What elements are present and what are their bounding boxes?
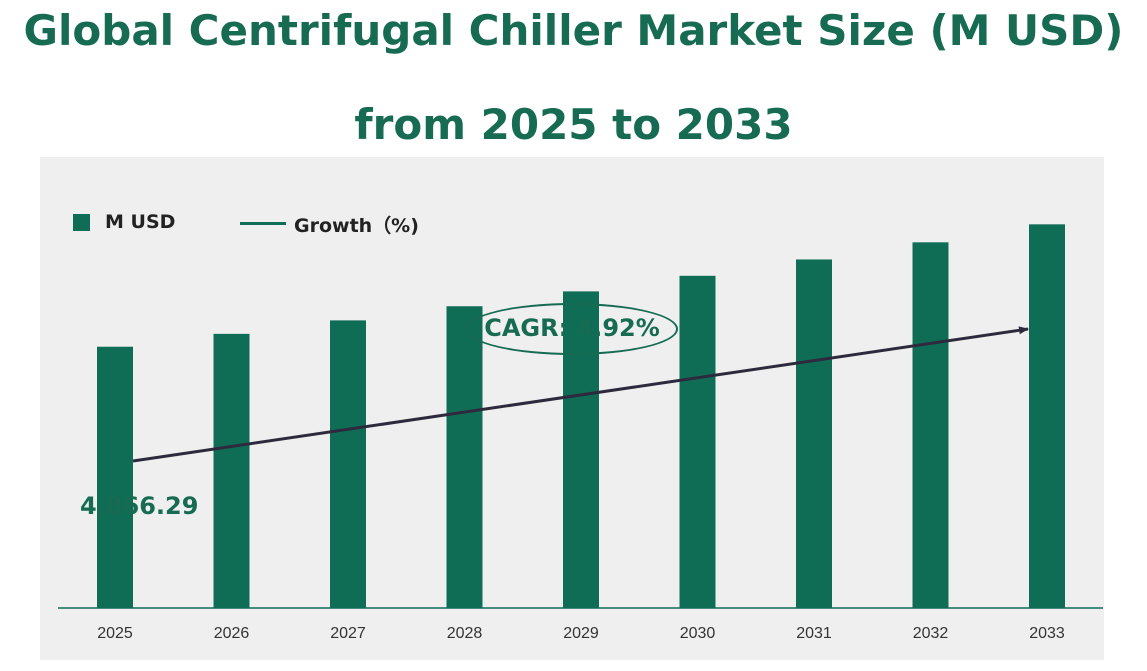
chart-title: Global Centrifugal Chiller Market Size (… xyxy=(23,6,1124,55)
cagr-annotation: CAGR: 4.92% xyxy=(466,303,678,355)
bar-2030 xyxy=(679,275,716,608)
x-tick-label: 2027 xyxy=(330,625,366,642)
x-tick-label: 2032 xyxy=(913,625,949,642)
x-tick-label: 2028 xyxy=(447,625,483,642)
bar-2027 xyxy=(330,320,366,608)
legend-line-swatch xyxy=(240,222,286,225)
bar-2033 xyxy=(1029,224,1065,608)
x-tick-label: 2029 xyxy=(563,625,599,642)
bar-2025 xyxy=(97,346,133,608)
first-value-label: 4,866.29 xyxy=(80,492,199,520)
x-tick-label: 2025 xyxy=(97,625,133,642)
trend-arrow xyxy=(132,326,1029,463)
x-tick-label: 2026 xyxy=(214,625,250,642)
x-tick-label: 2033 xyxy=(1029,625,1065,642)
legend-bar-swatch xyxy=(73,214,90,231)
bar-2028 xyxy=(446,306,483,608)
chart-subtitle: from 2025 to 2033 xyxy=(354,100,793,149)
legend-line-label: Growth（%) xyxy=(294,215,419,237)
bar-2026 xyxy=(213,333,250,608)
legend-bar-label: M USD xyxy=(105,211,176,233)
bar-2031 xyxy=(796,259,832,608)
x-tick-label: 2031 xyxy=(796,625,832,642)
x-tick-label: 2030 xyxy=(680,625,716,642)
bar-2032 xyxy=(912,242,949,608)
